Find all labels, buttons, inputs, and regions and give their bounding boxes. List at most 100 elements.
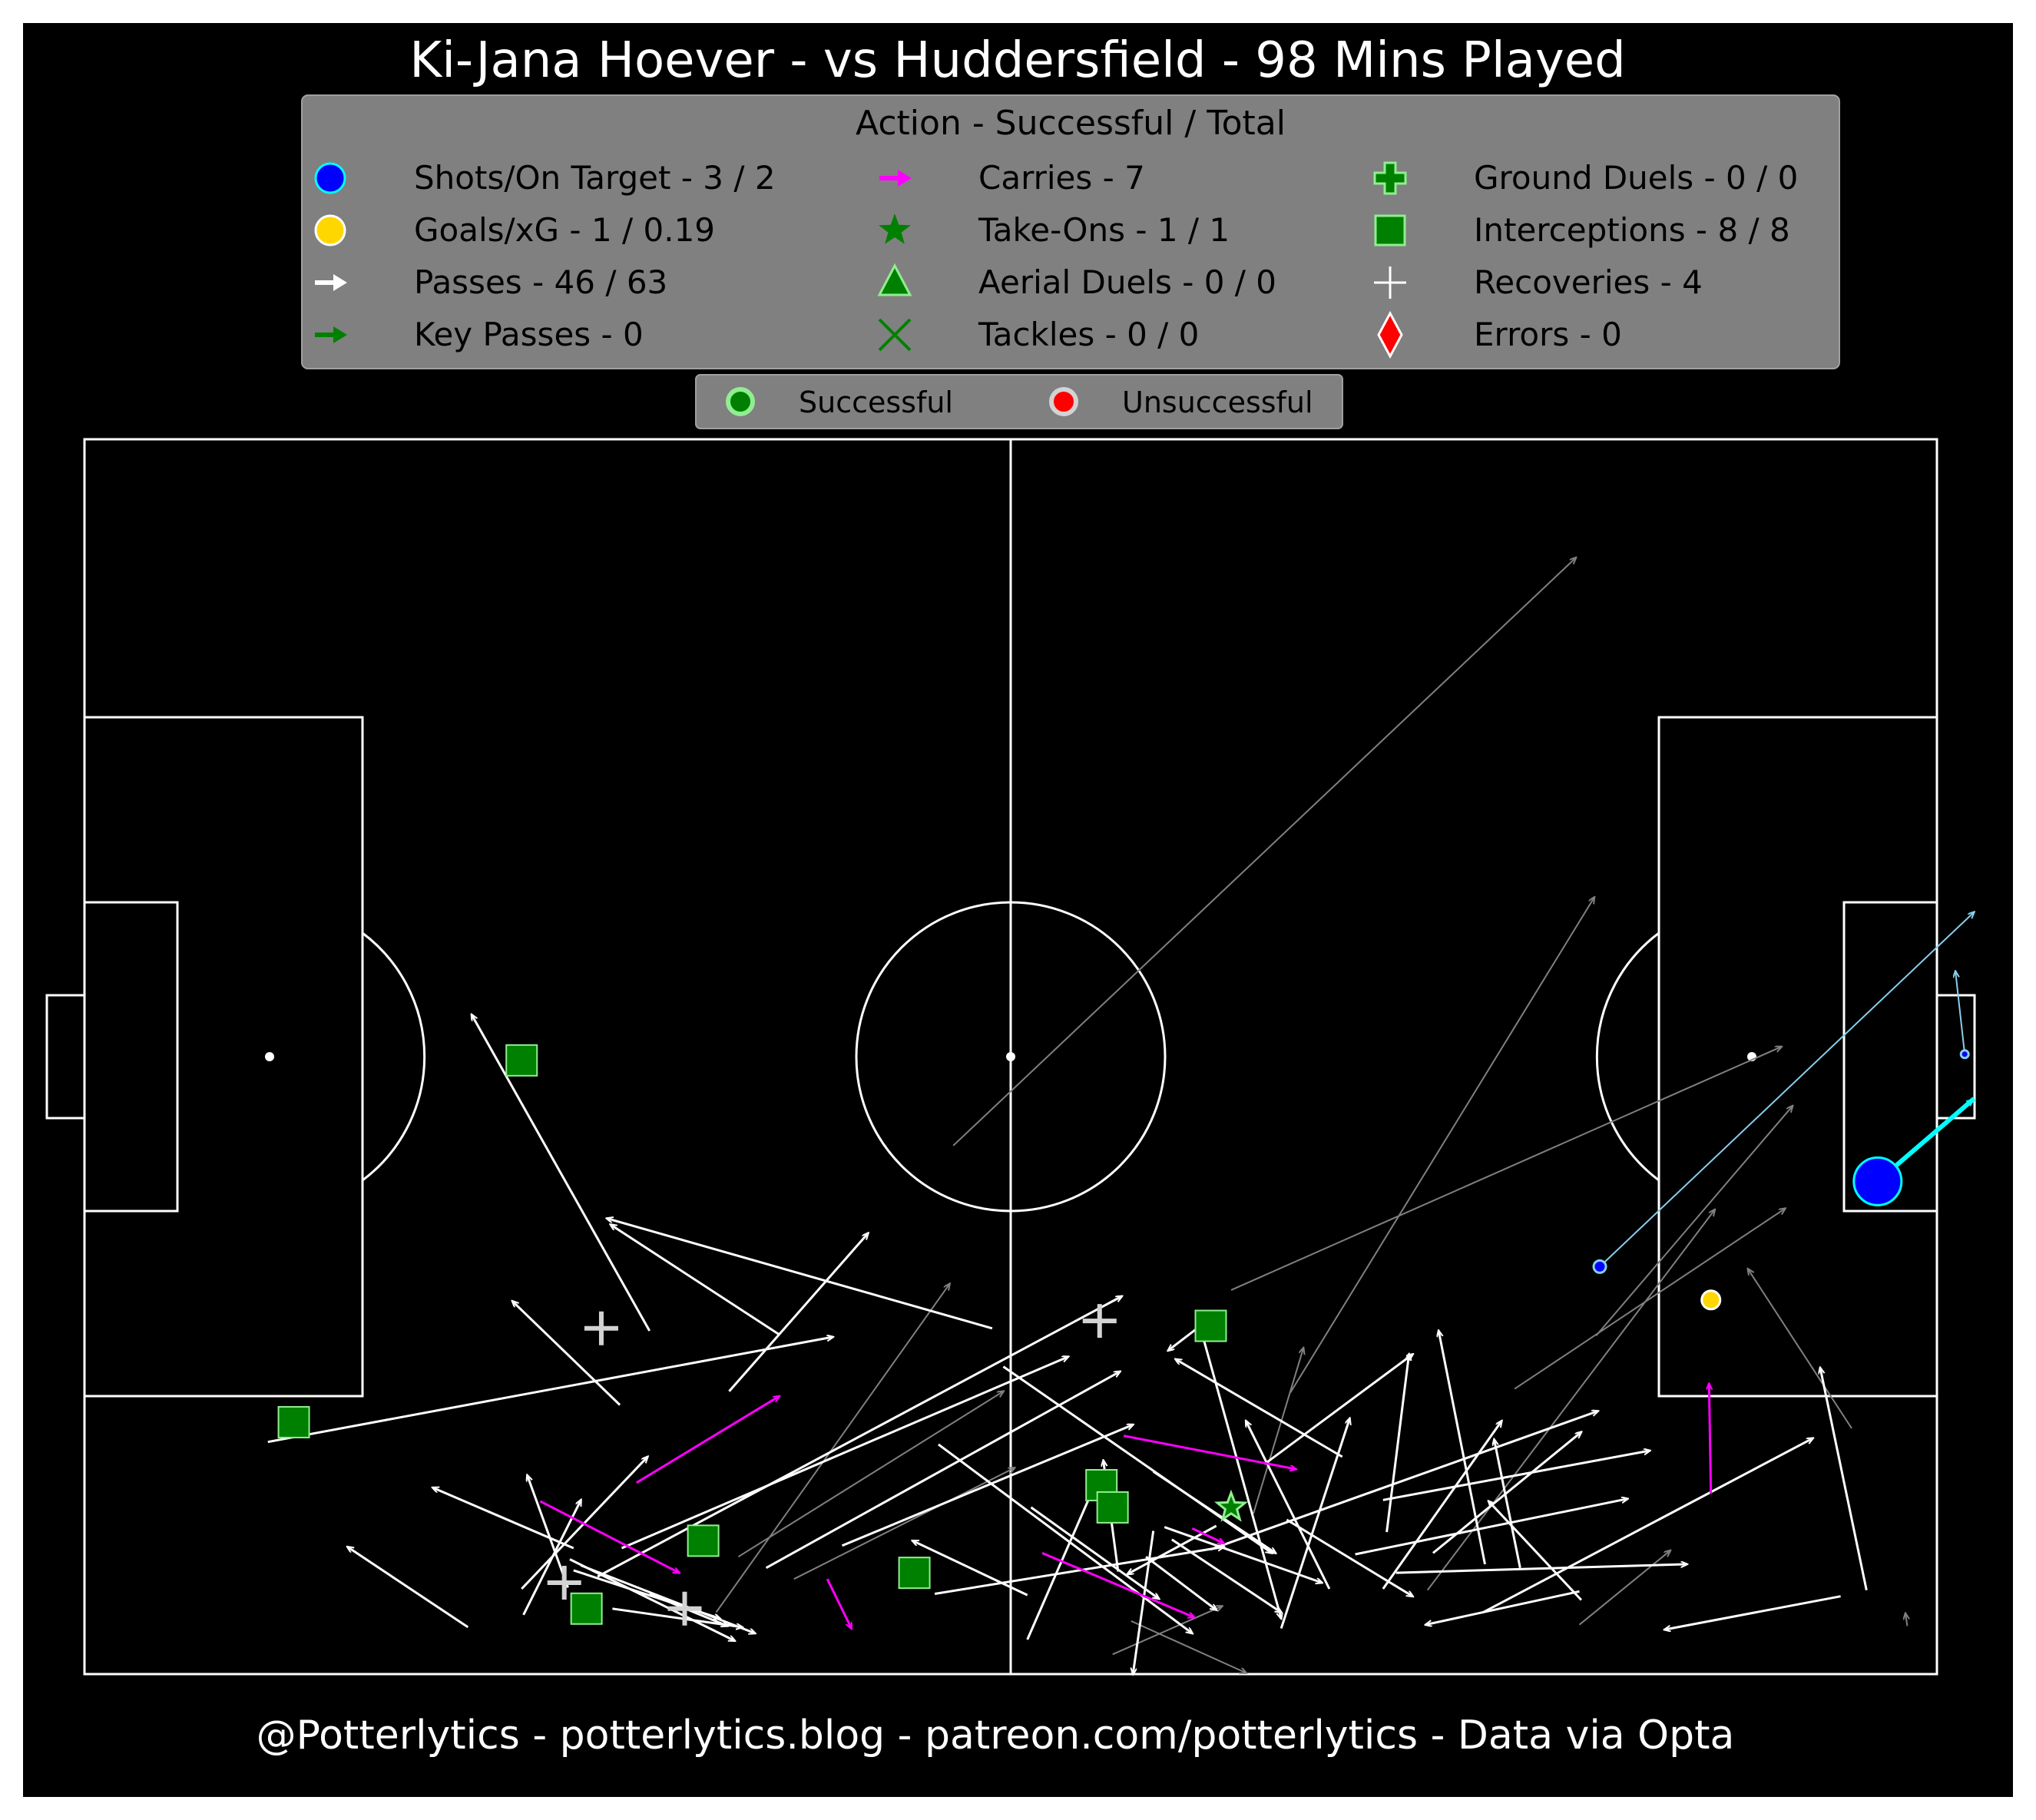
legend-item: Recoveries - 4	[1374, 263, 1703, 301]
legend-item: Errors - 0	[1377, 310, 1622, 359]
legend-item: Passes - 46 / 63	[315, 263, 667, 301]
successful-pass-arrow	[1438, 1331, 1486, 1565]
legend-item-label: Carries - 7	[978, 159, 1145, 197]
successful-pass-arrow	[1482, 1438, 1813, 1613]
successful-pass-arrow	[841, 1425, 1134, 1547]
interception-marker	[898, 1557, 931, 1590]
successful-pass-arrow	[1210, 1411, 1598, 1551]
successful-pass-arrow	[1152, 1471, 1276, 1553]
successful-pass-arrow	[765, 1372, 1121, 1570]
successful-pass-arrow	[1355, 1499, 1628, 1556]
successful-pass-arrow	[1425, 1590, 1580, 1624]
successful-pass-arrow	[472, 1014, 651, 1332]
successful-pass-arrow	[512, 1301, 621, 1406]
successful-pass-arrow	[938, 1443, 1193, 1633]
centre-spot	[1006, 1052, 1015, 1061]
successful-pass-arrow	[267, 1337, 833, 1444]
red-diamond-icon	[1377, 310, 1403, 359]
green-arrow-icon	[315, 326, 347, 343]
figure-frame: Ki-Jana Hoever - vs Huddersfield - 98 Mi…	[23, 23, 2013, 1797]
pitch	[45, 438, 1976, 1676]
legend-item-label: Take-Ons - 1 / 1	[978, 211, 1230, 249]
successful-pass-arrow	[1385, 1355, 1409, 1533]
carry-arrow	[1123, 1434, 1296, 1469]
shot-marker	[1592, 1259, 1607, 1274]
shot-marker	[1959, 1049, 1970, 1060]
green-square-icon	[1374, 214, 1406, 247]
carry-arrow	[539, 1500, 679, 1573]
recovery-marker	[1082, 1304, 1117, 1339]
interception-marker	[687, 1524, 720, 1557]
successful-pass-arrow	[528, 1475, 569, 1588]
successful-pass-arrow	[611, 1225, 780, 1336]
legend-item: Key Passes - 0	[315, 316, 644, 353]
take-on-marker	[1213, 1489, 1249, 1522]
successful-pass-arrow	[580, 1564, 755, 1633]
successful-pass-arrow	[1395, 1564, 1687, 1574]
shot-arrow	[1599, 912, 1974, 1268]
left-penalty-arc	[362, 932, 426, 1182]
right-penalty-area	[1657, 716, 1938, 1398]
recovery-marker	[547, 1566, 581, 1600]
legend-item-label: Goals/xG - 1 / 0.19	[414, 211, 715, 249]
successful-pass-arrow	[1164, 1526, 1322, 1583]
chart-title: Ki-Jana Hoever - vs Huddersfield - 98 Mi…	[409, 32, 1626, 89]
outcome-legend: Successful Unsuccessful	[695, 374, 1343, 429]
legend-title: Action - Successful / Total	[856, 104, 1286, 143]
unsuccessful-pass-arrow	[793, 1468, 1015, 1580]
legend-item-label: Aerial Duels - 0 / 0	[978, 263, 1276, 301]
green-cross-icon	[1373, 161, 1407, 195]
chart-canvas: Ki-Jana Hoever - vs Huddersfield - 98 Mi…	[45, 32, 2013, 1759]
unsuccessful-pass-arrow	[1748, 1269, 1852, 1429]
carry-arrow	[1041, 1552, 1194, 1617]
legend-item: Carries - 7	[879, 159, 1145, 197]
successful-pass-arrow	[569, 1558, 735, 1641]
successful-pass-arrow	[1488, 1501, 1582, 1601]
legend-item-label: Key Passes - 0	[414, 316, 644, 353]
unsuccessful-pass-arrow	[1112, 1607, 1222, 1656]
successful-pass-arrow	[728, 1233, 868, 1392]
unsuccessful-pass-arrow	[1289, 898, 1594, 1393]
goal-marker	[1700, 1289, 1722, 1311]
legend-item-label: Recoveries - 4	[1474, 263, 1703, 301]
successful-pass-arrow	[433, 1487, 574, 1550]
recovery-marker	[584, 1311, 618, 1345]
successful-pass-arrow	[1382, 1421, 1501, 1590]
recovery-marker	[667, 1591, 702, 1626]
gold-circle-icon	[314, 214, 346, 247]
interception-marker	[1096, 1491, 1129, 1524]
legend-items: Shots/On Target - 3 / 2 Goals/xG - 1 / 0.…	[314, 159, 1798, 359]
successful-pass-arrow	[934, 1547, 1223, 1595]
successful-pass-arrow	[1664, 1595, 1841, 1630]
unsuccessful-pass-arrow	[1426, 1209, 1715, 1591]
successful-marker-icon	[726, 387, 755, 416]
successful-pass-arrow	[1263, 1355, 1412, 1465]
successful-pass-arrow	[1495, 1440, 1521, 1568]
green-triangle-icon	[877, 263, 912, 296]
unsuccessful-label: Unsuccessful	[1122, 386, 1313, 419]
legend-item: Shots/On Target - 3 / 2	[314, 159, 776, 197]
successful-pass-arrow	[1202, 1338, 1281, 1619]
carry-arrow	[1709, 1384, 1710, 1494]
legend-box	[301, 94, 1840, 369]
successful-pass-arrow	[1026, 1474, 1100, 1640]
left-six-yard-box	[83, 901, 179, 1213]
successful-pass-arrow	[1176, 1359, 1343, 1458]
legend-item-label: Shots/On Target - 3 / 2	[414, 159, 776, 197]
successful-label: Successful	[799, 386, 953, 419]
legend-item: Take-Ons - 1 / 1	[879, 211, 1230, 249]
successful-pass-arrow	[621, 1357, 1068, 1550]
left-penalty-spot	[265, 1052, 274, 1061]
interception-marker	[1194, 1309, 1227, 1342]
centre-circle	[855, 901, 1167, 1213]
carry-arrow	[826, 1578, 851, 1628]
unsuccessful-pass-arrow	[1514, 1209, 1785, 1390]
successful-pass-arrow	[1133, 1530, 1155, 1675]
carry-arrow	[1191, 1527, 1223, 1543]
successful-pass-arrow	[607, 1219, 993, 1330]
white-arrow-icon	[315, 274, 347, 291]
interception-marker	[570, 1592, 603, 1625]
legend-item-label: Errors - 0	[1474, 316, 1622, 353]
unsuccessful-pass-arrow	[1131, 1620, 1246, 1673]
successful-pass-arrow	[1170, 1538, 1281, 1613]
